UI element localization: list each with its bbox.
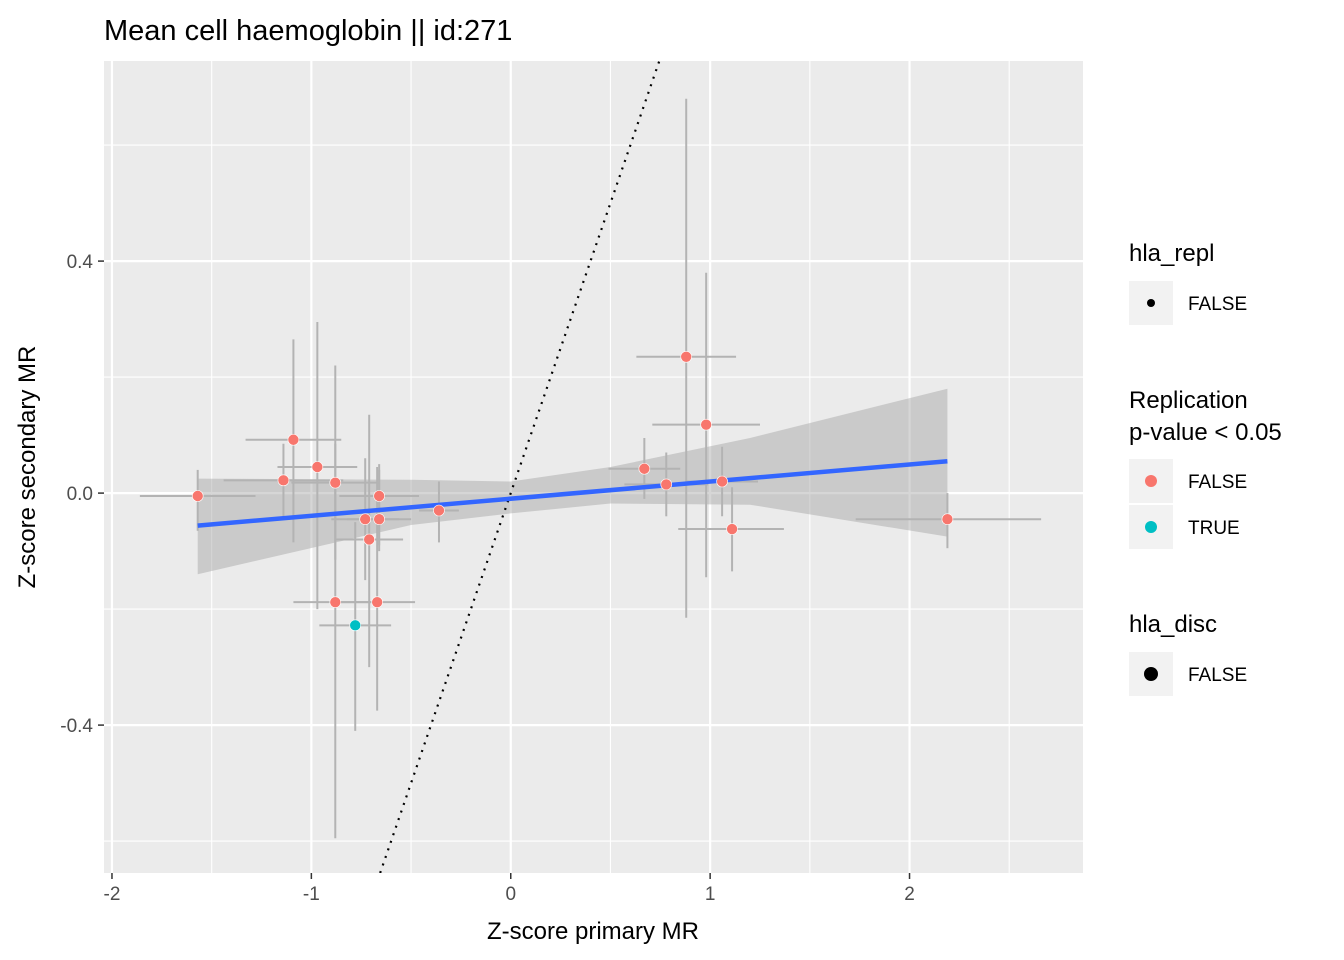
x-tick-label: -1 <box>303 884 320 905</box>
data-point <box>277 474 290 487</box>
legend-replication: Replication p-value < 0.05 FALSE TRUE <box>1129 387 1282 549</box>
legend-symbol-true <box>1145 521 1157 533</box>
data-point <box>191 490 204 502</box>
minor-gridlines <box>104 61 1083 873</box>
legend-title-hla-disc: hla_disc <box>1129 611 1217 638</box>
legend-title-replication-line2: p-value < 0.05 <box>1129 419 1282 446</box>
x-tick-label: 2 <box>904 884 915 905</box>
data-point <box>349 619 362 632</box>
plot-title: Mean cell haemoglobin || id:271 <box>104 15 512 47</box>
legend-hla-disc: hla_disc FALSE <box>1129 611 1247 696</box>
legend-symbol-false <box>1145 475 1157 487</box>
data-point <box>287 433 300 446</box>
data-point <box>359 513 371 526</box>
data-point <box>726 523 738 535</box>
legend-symbol-large-dot <box>1144 667 1158 681</box>
fit-line-layer <box>197 458 948 528</box>
legend-label: FALSE <box>1188 472 1247 493</box>
data-point <box>373 513 385 526</box>
regression-fit-line <box>197 458 948 528</box>
point-layer <box>191 350 954 632</box>
y-tick-label: 0.0 <box>67 484 93 505</box>
legend-title-replication-line1: Replication <box>1129 387 1248 414</box>
legend-label: FALSE <box>1188 665 1247 686</box>
x-tick-label: 0 <box>505 884 516 905</box>
y-axis: -0.4 0.0 0.4 <box>60 252 104 737</box>
data-point <box>329 596 342 608</box>
y-tick-label: 0.4 <box>67 252 94 273</box>
data-point <box>638 462 651 475</box>
data-point <box>311 461 324 473</box>
data-point <box>373 490 385 502</box>
legend-title-hla-repl: hla_repl <box>1129 240 1214 267</box>
plot-panel <box>104 61 1083 873</box>
x-axis: -2 -1 0 1 2 <box>104 873 915 905</box>
data-point <box>660 478 673 491</box>
y-axis-title: Z-score secondary MR <box>14 346 41 589</box>
x-tick-label: -2 <box>104 884 121 905</box>
confidence-ribbon <box>197 388 948 575</box>
confidence-ribbon-layer <box>197 388 948 575</box>
data-point <box>700 418 712 431</box>
data-point <box>433 504 445 517</box>
legend-label: FALSE <box>1188 294 1247 315</box>
x-tick-label: 1 <box>705 884 716 905</box>
legends: hla_repl FALSE Replication p-value < 0.0… <box>1129 240 1282 696</box>
legend-symbol-small-dot <box>1147 299 1155 307</box>
y-tick-label: -0.4 <box>60 716 93 737</box>
data-point <box>941 513 954 526</box>
data-point <box>371 596 383 608</box>
data-point <box>680 350 693 363</box>
data-point <box>716 475 728 488</box>
plot-area <box>104 61 1083 873</box>
legend-label: TRUE <box>1188 518 1240 539</box>
data-point <box>363 533 375 546</box>
legend-hla-repl: hla_repl FALSE <box>1129 240 1247 325</box>
data-point <box>329 476 342 489</box>
x-axis-title: Z-score primary MR <box>487 918 699 945</box>
